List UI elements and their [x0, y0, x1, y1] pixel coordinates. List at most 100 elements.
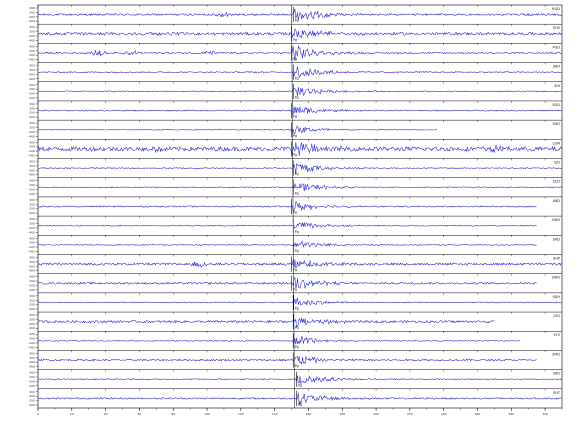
label-layer: 0 20 40 60 80 100 120 140 160 180 200 220 240 260 280 3…: [28, 6, 561, 416]
x-tick-label: 40: [104, 412, 108, 416]
trace-cjd: [37, 162, 563, 174]
y-tick-label: 400: [29, 198, 35, 202]
station-label: SWH: [552, 276, 561, 280]
trace-ssm: [37, 142, 563, 156]
y-tick-label: 400: [29, 351, 35, 355]
x-tick-label: 100: [204, 412, 210, 416]
station-label: JGD: [553, 314, 561, 318]
station-label: JWD: [552, 199, 560, 203]
trace-scd: [37, 183, 563, 192]
y-tick-label: 400: [29, 64, 35, 68]
y-tick-label: -200: [28, 341, 35, 345]
trace-layer: [37, 7, 563, 406]
pick-label: Pg: [293, 134, 297, 138]
pick-label: Pg: [293, 38, 297, 42]
pick-label: Pg: [295, 95, 299, 99]
y-tick-label: -200: [28, 34, 35, 38]
x-tick-label: 140: [272, 412, 278, 416]
pick-label: Pg: [295, 172, 299, 176]
trace-srd: [37, 375, 563, 385]
y-tick-label: -200: [28, 15, 35, 19]
y-tick-label: -200: [28, 322, 35, 326]
y-tick-label: -200: [28, 245, 35, 249]
pick-label: Pg: [293, 57, 297, 61]
pick-label: Pg: [295, 326, 299, 330]
station-label: SHS: [553, 26, 561, 30]
y-tick-label: -200: [28, 168, 35, 172]
y-tick-label: 200: [29, 356, 35, 360]
pick-label: Pg: [293, 211, 297, 215]
y-tick-label: 400: [29, 25, 35, 29]
y-tick-label: 400: [29, 332, 35, 336]
y-tick-label: 400: [29, 179, 35, 183]
pick-label: Pg: [295, 307, 299, 311]
y-tick-label: 200: [29, 298, 35, 302]
y-tick-label: -400: [28, 19, 35, 23]
pick-label: Pg: [295, 191, 299, 195]
y-tick-label: -200: [28, 207, 35, 211]
x-tick-label: 220: [407, 412, 413, 416]
y-tick-label: 400: [29, 236, 35, 240]
y-tick-label: 400: [29, 275, 35, 279]
trace-rgd: [37, 8, 563, 21]
y-tick-label: 400: [29, 390, 35, 394]
y-tick-label: -400: [28, 403, 35, 407]
station-label: SHI: [554, 84, 560, 88]
x-tick-label: 120: [238, 412, 244, 416]
station-label: PGD: [552, 45, 560, 49]
x-tick-label: 260: [475, 412, 481, 416]
y-tick-label: -400: [28, 58, 35, 62]
y-tick-label: -400: [28, 173, 35, 177]
y-tick-label: -200: [28, 283, 35, 287]
y-tick-label: 200: [29, 279, 35, 283]
y-tick-label: -400: [28, 77, 35, 81]
station-label: SWD: [552, 218, 561, 222]
x-tick-label: 200: [373, 412, 379, 416]
y-tick-label: -200: [28, 149, 35, 153]
y-tick-label: 400: [29, 160, 35, 164]
x-tick-label: 300: [542, 412, 548, 416]
y-tick-label: -200: [28, 111, 35, 115]
station-label: SHD: [552, 122, 560, 126]
x-tick-label: 20: [70, 412, 74, 416]
y-tick-label: 200: [29, 126, 35, 130]
trace-pgd: [37, 45, 563, 61]
y-tick-label: 200: [29, 30, 35, 34]
station-label: SMD: [552, 352, 560, 356]
y-tick-label: -200: [28, 92, 35, 96]
pick-label: Pg: [295, 345, 299, 349]
trace-shi: [37, 87, 563, 97]
station-label: SKD: [553, 237, 561, 241]
y-tick-label: 200: [29, 106, 35, 110]
station-label: SGD: [552, 103, 560, 107]
y-tick-label: 400: [29, 255, 35, 259]
y-tick-label: -400: [28, 269, 35, 273]
y-tick-label: -400: [28, 384, 35, 388]
y-tick-label: 400: [29, 313, 35, 317]
x-tick-label: 180: [339, 412, 345, 416]
y-tick-label: -400: [28, 307, 35, 311]
y-tick-label: -200: [28, 303, 35, 307]
station-label: SCD: [553, 180, 561, 184]
x-tick-label: 160: [306, 412, 312, 416]
y-tick-label: -200: [28, 130, 35, 134]
y-tick-label: 200: [29, 317, 35, 321]
trace-shd: [37, 125, 437, 135]
y-tick-label: 200: [29, 87, 35, 91]
trace-smd: [37, 356, 537, 365]
y-tick-label: 200: [29, 260, 35, 264]
y-tick-label: 400: [29, 217, 35, 221]
station-label: SYS: [553, 333, 560, 337]
trace-sdh: [37, 297, 563, 306]
y-tick-label: -200: [28, 226, 35, 230]
y-tick-label: -400: [28, 154, 35, 158]
pick-label: Pg: [298, 383, 302, 387]
y-tick-label: -200: [28, 53, 35, 57]
trace-sgd: [37, 106, 563, 115]
pick-label: Pg: [293, 115, 297, 119]
pick-label: Pg: [295, 76, 299, 80]
y-tick-label: 400: [29, 121, 35, 125]
y-tick-label: -400: [28, 134, 35, 138]
y-tick-label: 400: [29, 44, 35, 48]
